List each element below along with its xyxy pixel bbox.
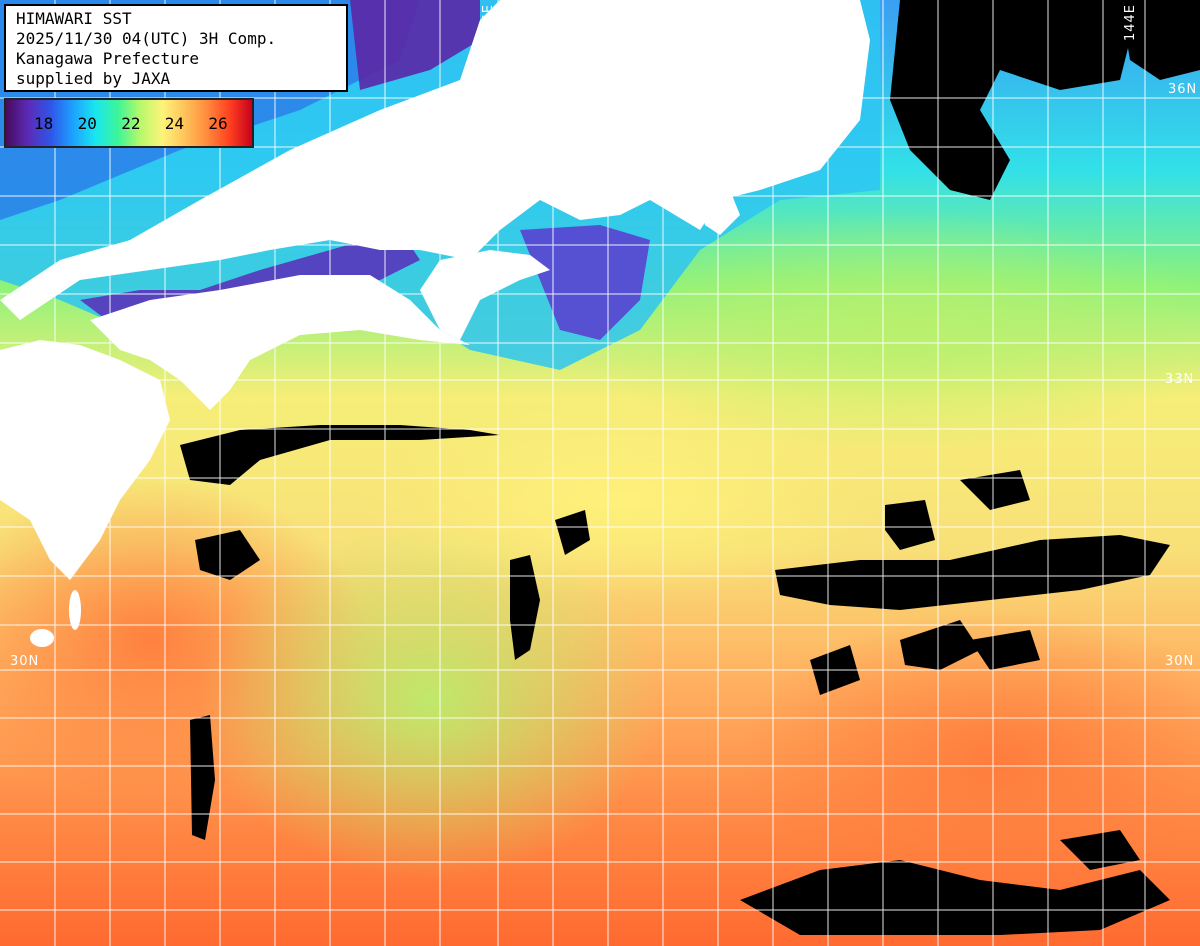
info-box: HIMAWARI SST 2025/11/30 04(UTC) 3H Comp.… bbox=[4, 4, 348, 92]
lat-label-33n-right: 33N bbox=[1165, 372, 1195, 387]
map-title: HIMAWARI SST bbox=[16, 9, 132, 28]
cloud-north-strip bbox=[180, 425, 500, 485]
small-island bbox=[30, 629, 54, 647]
cloud-southeast bbox=[740, 860, 1170, 935]
lat-label-30n-left: 30N bbox=[10, 654, 40, 669]
land bbox=[0, 0, 870, 647]
legend-tick: 20 bbox=[77, 113, 97, 133]
map-prefecture: Kanagawa Prefecture bbox=[16, 49, 200, 68]
honshu bbox=[0, 0, 870, 320]
cloud-center-left bbox=[195, 530, 260, 580]
izu-peninsula bbox=[700, 190, 740, 235]
lat-label-30n-right: 30N bbox=[1165, 654, 1195, 669]
cloud-northeast-2 bbox=[1120, 0, 1200, 80]
map-credit: supplied by JAXA bbox=[16, 69, 171, 88]
legend-tick: 22 bbox=[121, 113, 141, 133]
cloud-east-right bbox=[960, 470, 1030, 510]
warm-patch-center bbox=[360, 400, 880, 600]
cloud-east-lower-3 bbox=[970, 630, 1040, 670]
lon-label-136e: 136E bbox=[481, 4, 496, 42]
legend-tick: 24 bbox=[164, 113, 185, 133]
legend-labels: 18 20 22 24 26 bbox=[6, 100, 252, 146]
cloud-south-fragments bbox=[1060, 830, 1140, 870]
cloud-center-blob bbox=[555, 510, 590, 555]
violet-north-coast bbox=[350, 0, 480, 90]
kyushu bbox=[0, 340, 170, 580]
legend-color-bar bbox=[6, 100, 252, 146]
cloud-left-vertical bbox=[190, 715, 215, 840]
small-island-2 bbox=[69, 590, 81, 630]
cloud-east-upper bbox=[885, 500, 935, 550]
kii-peninsula bbox=[420, 250, 550, 340]
cloud-mask bbox=[180, 0, 1200, 935]
legend-tick: 26 bbox=[208, 113, 228, 133]
cloud-northeast bbox=[890, 0, 1130, 200]
lon-label-144e: 144E bbox=[1123, 4, 1138, 42]
map-datetime: 2025/11/30 04(UTC) 3H Comp. bbox=[16, 29, 277, 48]
cloud-east-band bbox=[775, 535, 1170, 610]
cloud-center-vertical bbox=[510, 555, 540, 660]
lat-label-33-left: 33 bbox=[10, 372, 29, 387]
cool-band-center bbox=[200, 520, 660, 880]
cloud-east-lower-2 bbox=[900, 620, 980, 670]
legend-tick: 18 bbox=[34, 113, 54, 133]
lat-label-36n: 36N bbox=[1168, 82, 1198, 97]
color-legend: 18 20 22 24 26 bbox=[4, 98, 254, 148]
cool-band-right bbox=[580, 210, 1200, 450]
warm-patch-south bbox=[740, 610, 1200, 910]
